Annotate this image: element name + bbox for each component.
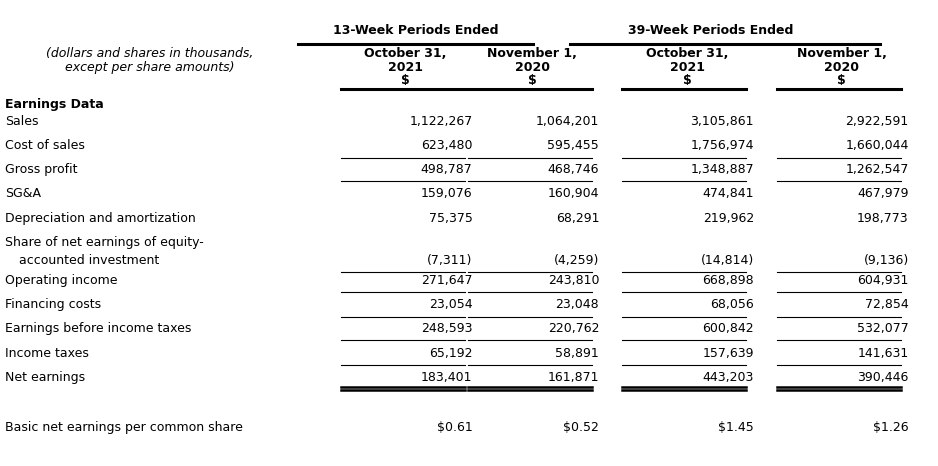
- Text: 198,773: 198,773: [857, 212, 909, 225]
- Text: 65,192: 65,192: [429, 347, 473, 360]
- Text: Depreciation and amortization: Depreciation and amortization: [5, 212, 195, 225]
- Text: 23,048: 23,048: [555, 298, 599, 311]
- Text: 39-Week Periods Ended: 39-Week Periods Ended: [628, 24, 794, 37]
- Text: 72,854: 72,854: [865, 298, 909, 311]
- Text: 1,122,267: 1,122,267: [409, 115, 473, 128]
- Text: 2021: 2021: [670, 61, 704, 74]
- Text: Financing costs: Financing costs: [5, 298, 100, 311]
- Text: $: $: [838, 74, 846, 87]
- Text: 474,841: 474,841: [703, 187, 754, 200]
- Text: $: $: [683, 74, 691, 87]
- Text: 248,593: 248,593: [421, 322, 473, 336]
- Text: $: $: [401, 74, 410, 87]
- Text: Income taxes: Income taxes: [5, 347, 88, 360]
- Text: 390,446: 390,446: [857, 371, 909, 384]
- Text: Sales: Sales: [5, 115, 38, 128]
- Text: 595,455: 595,455: [548, 139, 599, 152]
- Text: SG&A: SG&A: [5, 187, 40, 200]
- Text: (4,259): (4,259): [553, 254, 599, 267]
- Text: Net earnings: Net earnings: [5, 371, 84, 384]
- Text: (9,136): (9,136): [864, 254, 909, 267]
- Text: 467,979: 467,979: [857, 187, 909, 200]
- Text: 1,660,044: 1,660,044: [845, 139, 909, 152]
- Text: 498,787: 498,787: [421, 163, 473, 176]
- Text: accounted investment: accounted investment: [19, 254, 159, 267]
- Text: $: $: [528, 74, 537, 87]
- Text: 468,746: 468,746: [548, 163, 599, 176]
- Text: Share of net earnings of equity-: Share of net earnings of equity-: [5, 236, 204, 249]
- Text: 23,054: 23,054: [429, 298, 473, 311]
- Text: Basic net earnings per common share: Basic net earnings per common share: [5, 421, 243, 434]
- Text: 183,401: 183,401: [421, 371, 473, 384]
- Text: 532,077: 532,077: [857, 322, 909, 336]
- Text: 243,810: 243,810: [548, 274, 599, 287]
- Text: 1,348,887: 1,348,887: [690, 163, 754, 176]
- Text: Earnings before income taxes: Earnings before income taxes: [5, 322, 191, 336]
- Text: 159,076: 159,076: [421, 187, 473, 200]
- Text: 668,898: 668,898: [703, 274, 754, 287]
- Text: 2020: 2020: [515, 61, 550, 74]
- Text: Gross profit: Gross profit: [5, 163, 77, 176]
- Text: 1,064,201: 1,064,201: [536, 115, 599, 128]
- Text: $0.52: $0.52: [564, 421, 599, 434]
- Text: November 1,: November 1,: [797, 47, 886, 60]
- Text: 68,291: 68,291: [555, 212, 599, 225]
- Text: 600,842: 600,842: [703, 322, 754, 336]
- Text: 2020: 2020: [825, 61, 859, 74]
- Text: 157,639: 157,639: [703, 347, 754, 360]
- Text: 13-Week Periods Ended: 13-Week Periods Ended: [333, 24, 498, 37]
- Text: 623,480: 623,480: [421, 139, 473, 152]
- Text: 443,203: 443,203: [703, 371, 754, 384]
- Text: Earnings Data: Earnings Data: [5, 98, 103, 111]
- Text: October 31,: October 31,: [365, 47, 446, 60]
- Text: 271,647: 271,647: [421, 274, 473, 287]
- Text: Operating income: Operating income: [5, 274, 117, 287]
- Text: 1,756,974: 1,756,974: [690, 139, 754, 152]
- Text: November 1,: November 1,: [488, 47, 577, 60]
- Text: 220,762: 220,762: [548, 322, 599, 336]
- Text: (14,814): (14,814): [701, 254, 754, 267]
- Text: 141,631: 141,631: [857, 347, 909, 360]
- Text: $0.61: $0.61: [437, 421, 473, 434]
- Text: 219,962: 219,962: [703, 212, 754, 225]
- Text: 160,904: 160,904: [548, 187, 599, 200]
- Text: except per share amounts): except per share amounts): [66, 61, 234, 74]
- Text: 2,922,591: 2,922,591: [845, 115, 909, 128]
- Text: (dollars and shares in thousands,: (dollars and shares in thousands,: [46, 47, 254, 60]
- Text: 58,891: 58,891: [555, 347, 599, 360]
- Text: 2021: 2021: [388, 61, 423, 74]
- Text: 161,871: 161,871: [548, 371, 599, 384]
- Text: 3,105,861: 3,105,861: [690, 115, 754, 128]
- Text: October 31,: October 31,: [646, 47, 728, 60]
- Text: $1.45: $1.45: [719, 421, 754, 434]
- Text: $1.26: $1.26: [873, 421, 909, 434]
- Text: (7,311): (7,311): [427, 254, 473, 267]
- Text: 604,931: 604,931: [857, 274, 909, 287]
- Text: 1,262,547: 1,262,547: [845, 163, 909, 176]
- Text: 75,375: 75,375: [429, 212, 473, 225]
- Text: Cost of sales: Cost of sales: [5, 139, 84, 152]
- Text: 68,056: 68,056: [710, 298, 754, 311]
